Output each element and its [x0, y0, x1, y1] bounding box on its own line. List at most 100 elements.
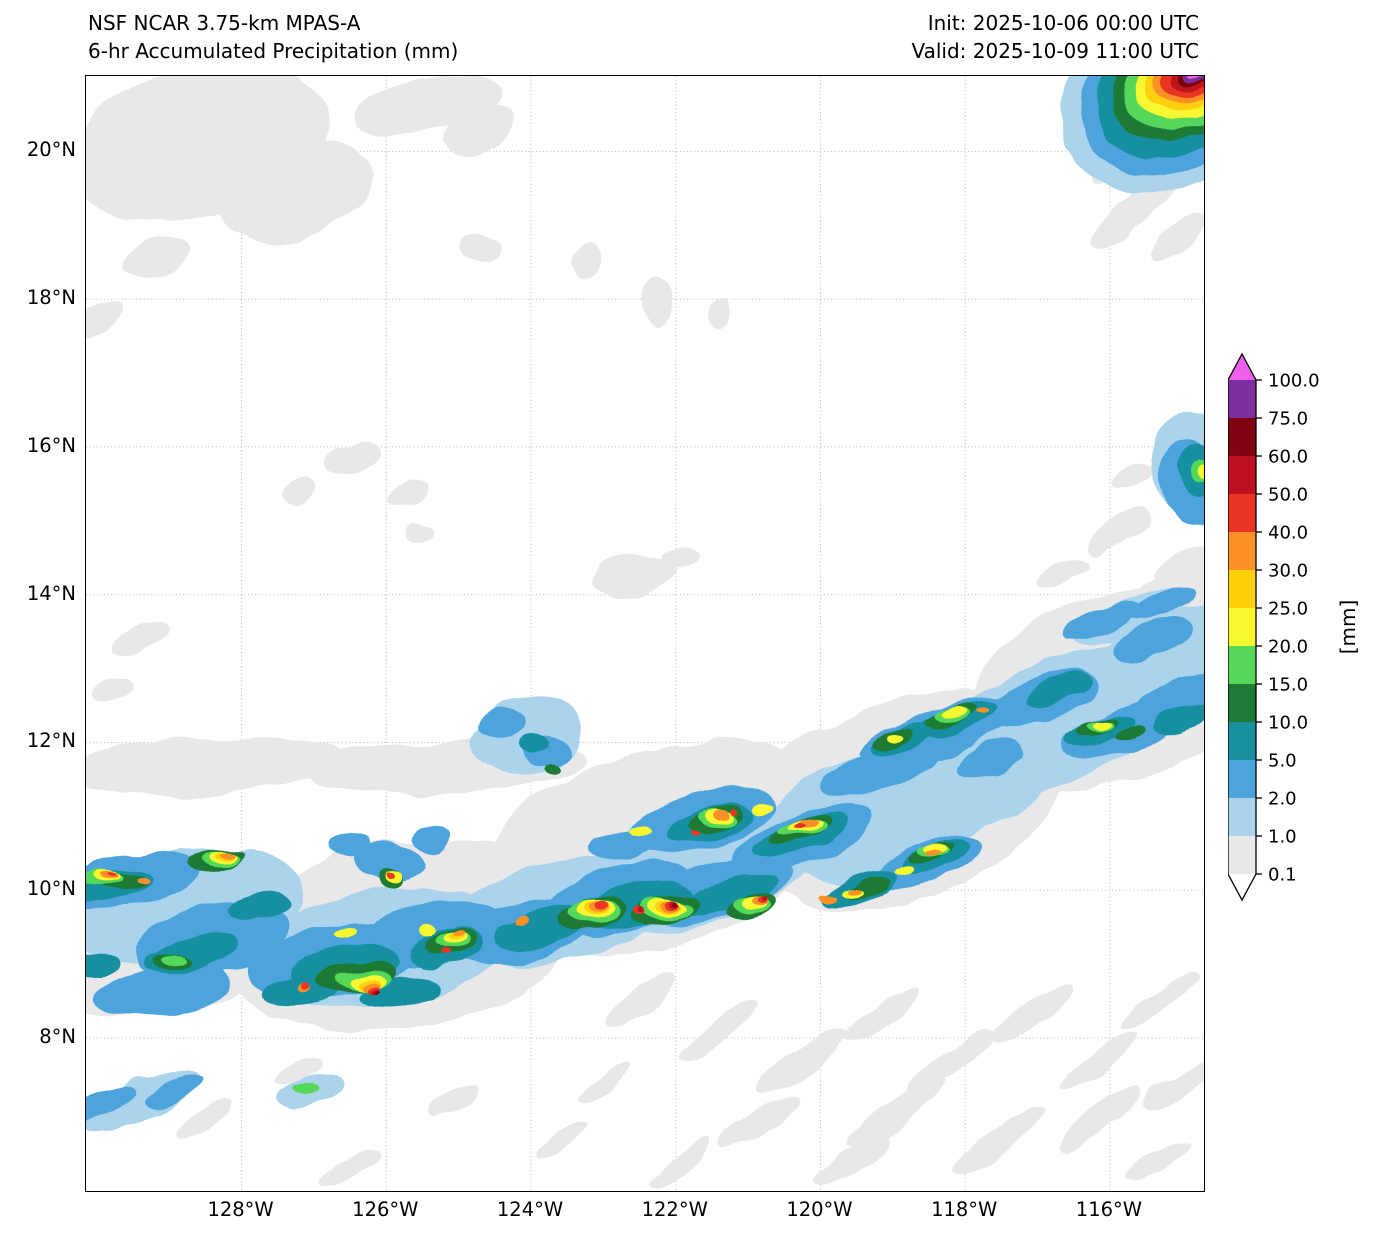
precip-cell — [1123, 973, 1199, 1029]
precip-cell — [647, 1136, 715, 1186]
precip-cell — [640, 277, 672, 325]
precip-cell — [266, 976, 336, 1006]
precip-cell — [283, 479, 319, 503]
map-panel — [85, 75, 1205, 1192]
precip-cell — [1090, 510, 1152, 552]
precip-cell — [993, 983, 1069, 1039]
precip-cell — [639, 907, 647, 913]
precip-cell — [1109, 615, 1193, 667]
precip-cell — [1148, 211, 1204, 261]
precip-cell — [514, 912, 528, 920]
precip-cell — [732, 805, 740, 809]
precip-cell — [890, 732, 906, 740]
colorbar-tick-label: 30.0 — [1268, 561, 1308, 582]
precip-cell — [476, 706, 526, 736]
precip-cell — [91, 964, 231, 1018]
precip-cell — [226, 892, 286, 920]
precip-cell — [296, 1083, 316, 1095]
precip-cell — [407, 521, 435, 541]
precip-cell — [1090, 717, 1108, 727]
colorbar-band — [1228, 684, 1256, 722]
precip-cell — [813, 1133, 889, 1189]
x-axis: 128°W 126°W 124°W 122°W 120°W 118°W 116°W — [0, 1198, 1375, 1228]
precip-cell — [113, 624, 169, 658]
precip-cell — [86, 949, 116, 973]
colorbar-unit-label: [mm] — [1336, 599, 1360, 655]
precip-cell — [117, 235, 185, 277]
colorbar-band — [1228, 646, 1256, 684]
precip-cell — [444, 104, 518, 158]
precip-cell — [1113, 725, 1149, 743]
precipitation-field — [86, 76, 1204, 1189]
precip-cell — [1153, 545, 1204, 577]
precip-cell — [134, 877, 148, 885]
precip-cell — [756, 796, 776, 806]
precip-cell — [411, 824, 451, 848]
x-tick-label: 118°W — [931, 1198, 998, 1221]
precip-cell — [174, 1103, 228, 1139]
valid-time-label: Valid: 2025-10-09 11:00 UTC — [911, 39, 1199, 63]
precip-cell — [677, 899, 683, 903]
colorbar-tick-label: 20.0 — [1268, 637, 1308, 658]
colorbar-tick-label: 0.1 — [1268, 865, 1297, 886]
colorbar-band — [1228, 760, 1256, 798]
colorbar-band — [1228, 836, 1256, 874]
colorbar-scale: 0.1 1.0 2.0 5.0 10.0 15.0 20.0 25.0 30.0 40.0 50.0… — [1227, 352, 1320, 902]
precip-cell — [424, 1083, 478, 1119]
precip-cell — [545, 763, 561, 775]
precip-cell — [1143, 1053, 1204, 1109]
precipitation-map — [86, 76, 1204, 1191]
precip-cell — [1064, 599, 1138, 643]
precip-cell — [372, 989, 378, 993]
precip-cell — [329, 834, 373, 858]
x-tick-label: 124°W — [496, 1198, 564, 1221]
colorbar-band — [1228, 532, 1256, 570]
x-tick-label: 122°W — [641, 1198, 708, 1221]
colorbar-tick-label: 10.0 — [1268, 713, 1308, 734]
precip-cell — [86, 737, 341, 795]
precip-cell — [336, 928, 356, 938]
precip-cell — [392, 870, 400, 876]
precip-cell — [723, 1093, 799, 1149]
precip-cell — [1059, 1090, 1143, 1152]
precip-cell — [443, 948, 453, 954]
y-tick-label: 14°N — [26, 581, 76, 605]
colorbar-band — [1228, 456, 1256, 494]
colorbar-tick-label: 2.0 — [1268, 789, 1297, 810]
precip-cell — [905, 1027, 997, 1095]
colorbar-band — [1228, 722, 1256, 760]
precip-cell — [603, 973, 679, 1029]
precip-cell — [755, 1027, 847, 1095]
x-tick-label: 116°W — [1075, 1198, 1143, 1221]
y-axis: 8°N 10°N 12°N 14°N 16°N 18°N 20°N — [0, 75, 76, 1190]
y-tick-label: 8°N — [39, 1025, 76, 1049]
precip-cell — [628, 826, 648, 836]
colorbar-tick-label: 100.0 — [1268, 371, 1320, 392]
colorbar-tick-label: 60.0 — [1268, 447, 1308, 468]
precip-cell — [1133, 674, 1204, 728]
precip-cell — [1157, 700, 1204, 732]
precip-cell — [819, 892, 837, 900]
precip-cell — [572, 239, 600, 279]
precip-cell — [847, 884, 859, 890]
init-time-label: Init: 2025-10-06 00:00 UTC — [927, 11, 1199, 35]
x-tick-label: 128°W — [207, 1198, 274, 1221]
precip-cell — [1033, 555, 1089, 587]
y-tick-label: 20°N — [26, 138, 76, 162]
precip-cell — [948, 708, 972, 718]
precip-cell — [86, 1088, 139, 1124]
precip-cell — [1197, 466, 1204, 484]
precip-cell — [517, 734, 545, 752]
x-tick-label: 120°W — [786, 1198, 853, 1221]
precip-cell — [679, 1000, 763, 1062]
y-tick-label: 12°N — [26, 729, 76, 753]
colorbar-band — [1228, 798, 1256, 836]
colorbar-tick-label: 15.0 — [1268, 675, 1308, 696]
colorbar-tick-label: 40.0 — [1268, 523, 1308, 544]
precip-cell — [1027, 674, 1095, 708]
precip-cell — [452, 930, 464, 936]
precip-cell — [851, 1074, 951, 1148]
colorbar-under-arrow — [1228, 874, 1256, 900]
precip-cell — [318, 1148, 384, 1184]
